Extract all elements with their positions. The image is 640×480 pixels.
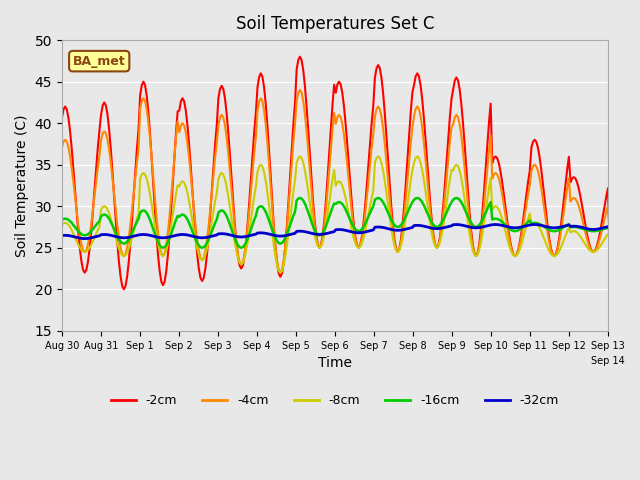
-2cm xyxy=(296,54,304,60)
-4cm xyxy=(58,144,66,150)
-8cm xyxy=(130,228,138,234)
-2cm xyxy=(120,287,128,292)
-16cm xyxy=(234,242,242,248)
-32cm xyxy=(452,222,460,228)
-8cm xyxy=(252,183,260,189)
-16cm xyxy=(614,229,621,235)
-8cm xyxy=(614,229,621,235)
-2cm xyxy=(264,121,271,127)
-16cm xyxy=(159,245,167,251)
-2cm xyxy=(253,84,261,90)
-8cm xyxy=(276,270,284,276)
-32cm xyxy=(234,234,242,240)
-4cm xyxy=(232,240,240,245)
X-axis label: Time: Time xyxy=(318,356,352,370)
-16cm xyxy=(296,195,304,201)
Line: -16cm: -16cm xyxy=(62,198,640,248)
Legend: -2cm, -4cm, -8cm, -16cm, -32cm: -2cm, -4cm, -8cm, -16cm, -32cm xyxy=(106,389,564,412)
-32cm xyxy=(316,231,323,237)
-2cm xyxy=(614,245,621,251)
-4cm xyxy=(252,134,260,140)
-4cm xyxy=(130,191,138,197)
Text: BA_met: BA_met xyxy=(73,55,125,68)
-16cm xyxy=(130,226,138,232)
Line: -32cm: -32cm xyxy=(62,225,640,239)
Text: Sep 14: Sep 14 xyxy=(591,356,625,366)
-2cm xyxy=(131,169,139,175)
-4cm xyxy=(614,229,621,235)
-2cm xyxy=(58,115,66,120)
-8cm xyxy=(317,243,325,249)
-32cm xyxy=(131,233,139,239)
Line: -2cm: -2cm xyxy=(62,57,640,289)
Title: Soil Temperatures Set C: Soil Temperatures Set C xyxy=(236,15,435,33)
-8cm xyxy=(232,248,240,254)
-32cm xyxy=(81,236,88,241)
-2cm xyxy=(317,241,325,247)
-16cm xyxy=(253,206,261,212)
-8cm xyxy=(262,178,269,183)
-32cm xyxy=(253,230,261,236)
-4cm xyxy=(317,242,325,248)
-4cm xyxy=(262,121,269,127)
Line: -8cm: -8cm xyxy=(62,156,640,273)
-16cm xyxy=(264,213,271,218)
-4cm xyxy=(296,87,304,93)
-32cm xyxy=(58,233,66,239)
Y-axis label: Soil Temperature (C): Soil Temperature (C) xyxy=(15,114,29,257)
-4cm xyxy=(276,270,284,276)
Line: -4cm: -4cm xyxy=(62,90,640,273)
-8cm xyxy=(58,222,66,228)
-16cm xyxy=(317,232,325,238)
-2cm xyxy=(234,253,242,259)
-32cm xyxy=(614,225,621,230)
-8cm xyxy=(296,154,304,159)
-32cm xyxy=(264,231,271,237)
-16cm xyxy=(58,217,66,223)
